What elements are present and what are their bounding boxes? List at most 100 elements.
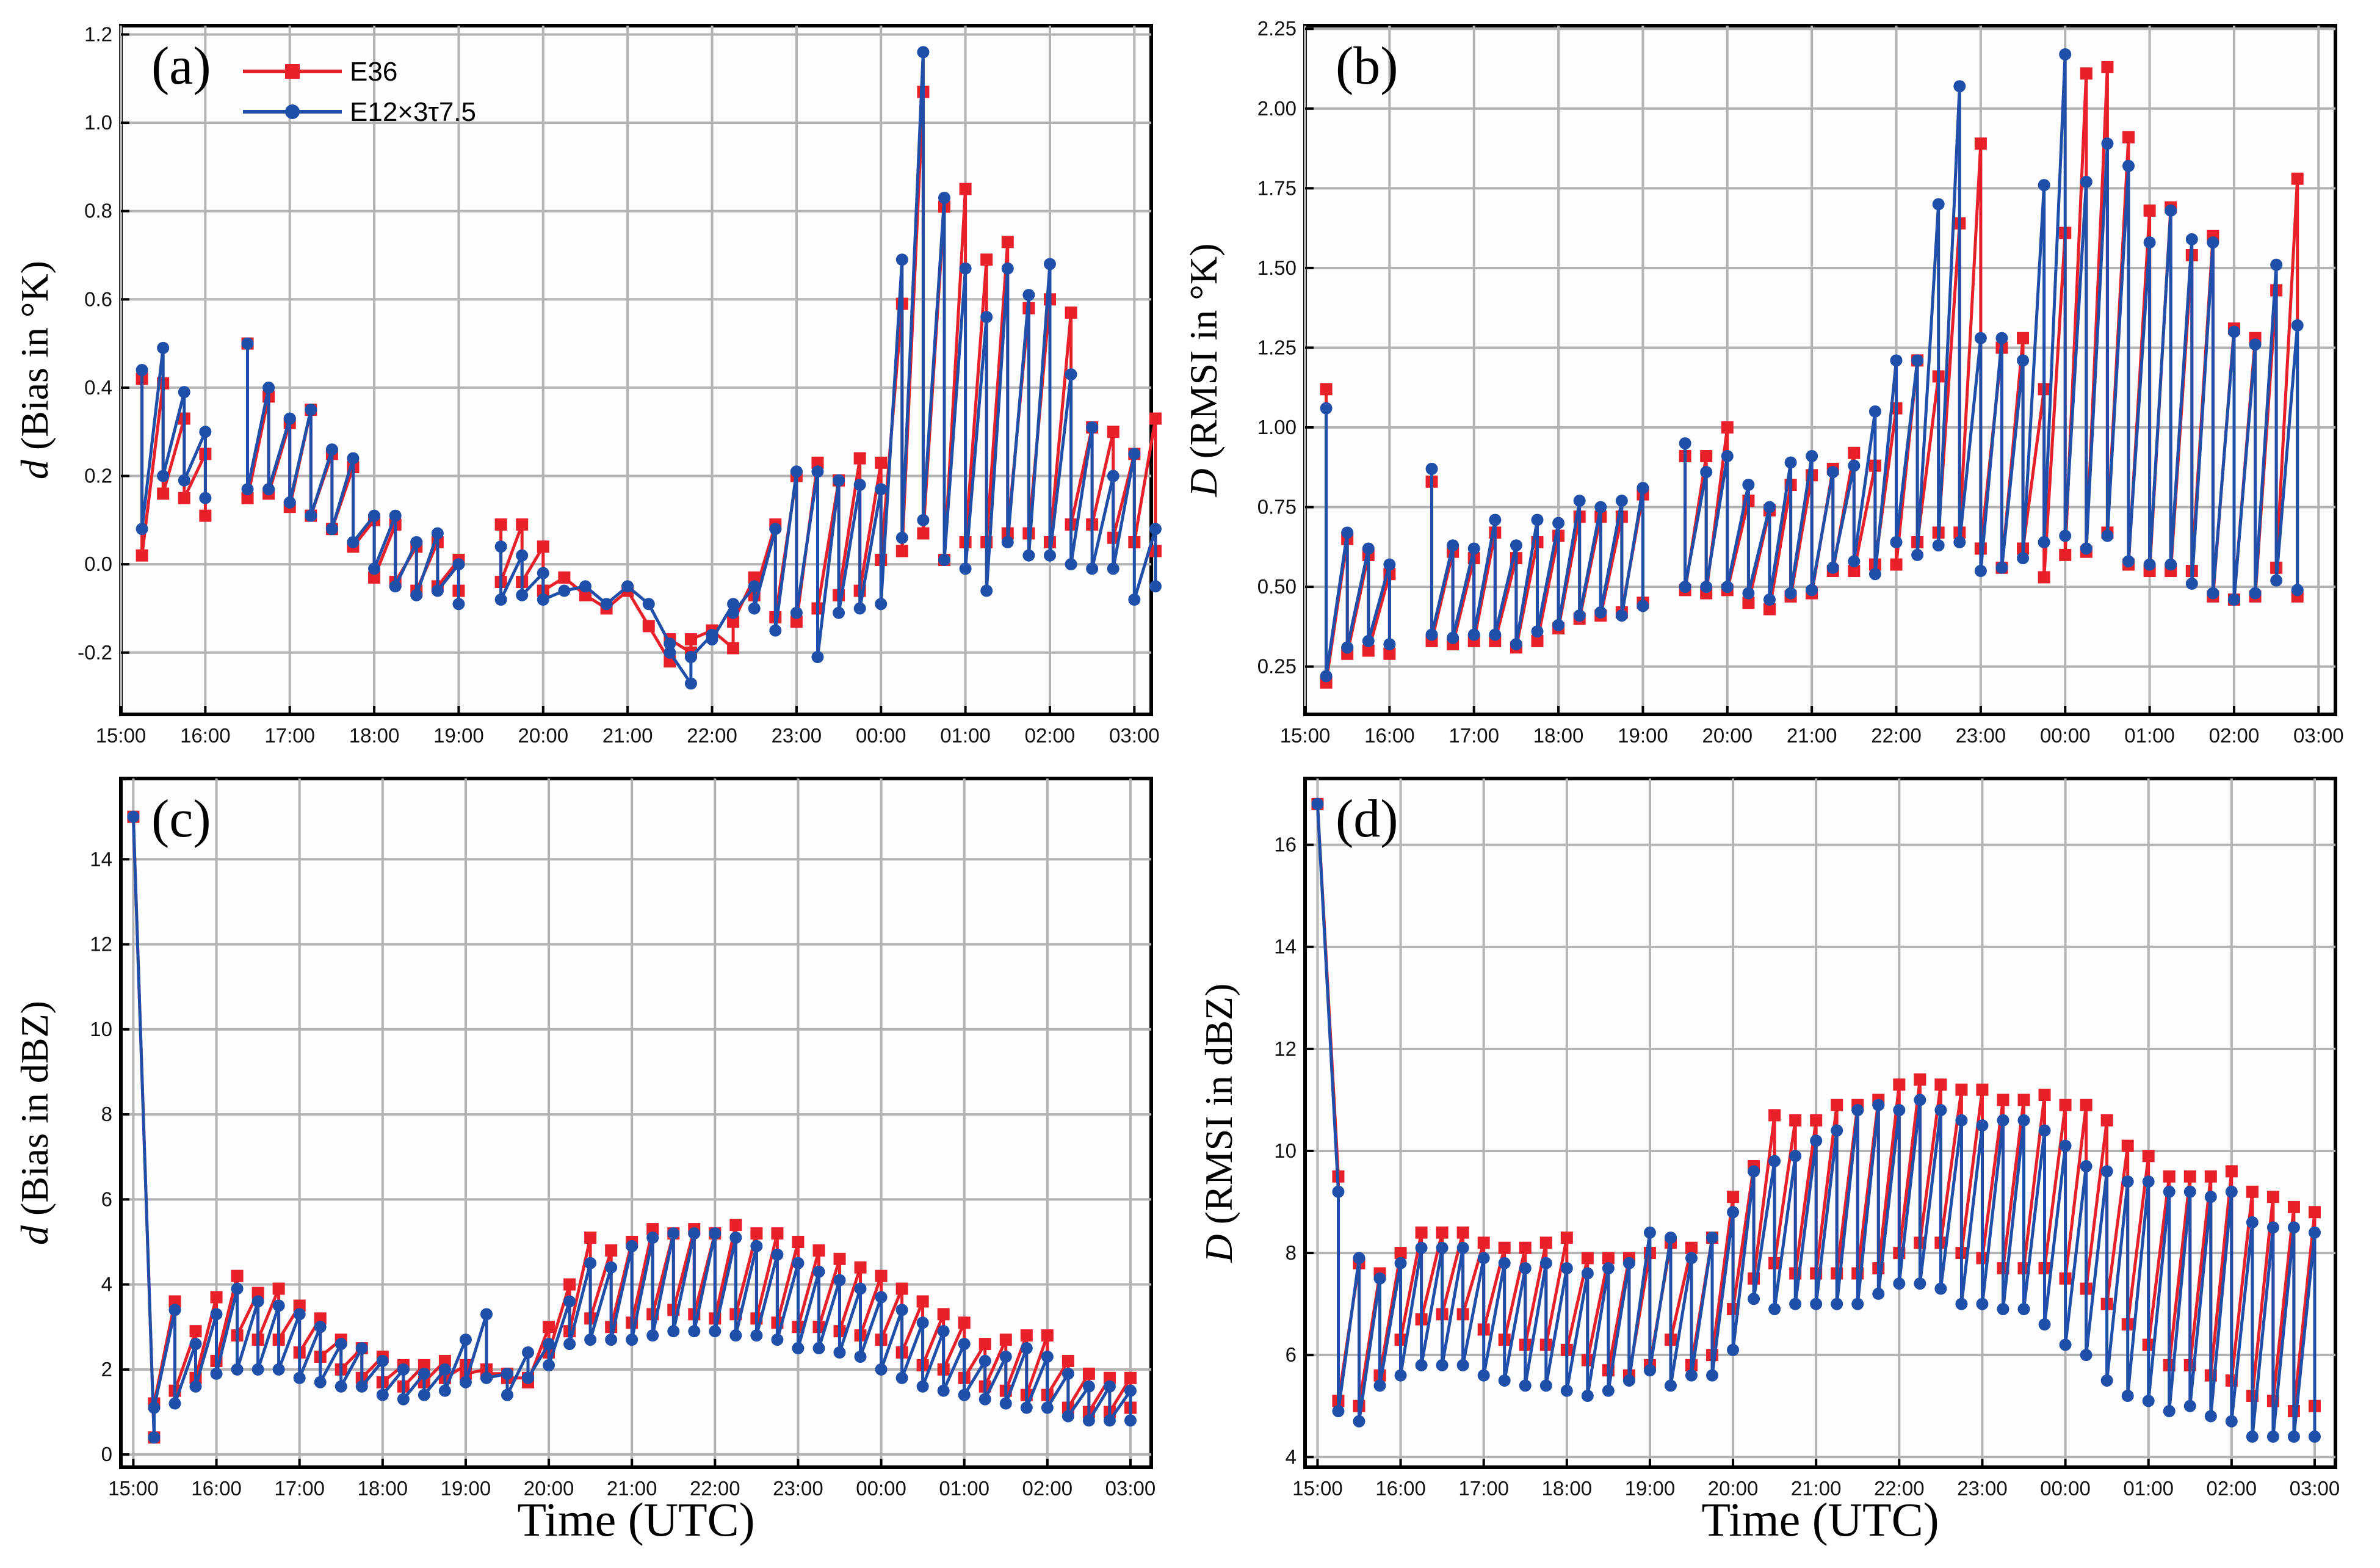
point-e36-b (1890, 558, 1903, 571)
point-e12-d (1643, 1364, 1656, 1377)
x-tick-label-d: 03:00 (2290, 1477, 2340, 1500)
point-e36-c (729, 1219, 742, 1232)
point-e12-c (999, 1350, 1012, 1363)
point-e12-d (2308, 1430, 2321, 1443)
x-axis-label-c: Time (UTC) (517, 1493, 754, 1546)
point-e12-b (1552, 619, 1565, 631)
point-e12-a (748, 580, 761, 593)
point-e36-b (2291, 172, 2304, 185)
point-e12-b (1763, 593, 1776, 606)
point-e12-a (579, 580, 591, 593)
point-e12-a (706, 633, 718, 646)
point-e12-b (1784, 587, 1797, 600)
point-e36-a (579, 589, 591, 601)
point-e12-b (2059, 48, 2072, 60)
point-e36-c (168, 1295, 181, 1308)
point-e12-d (1768, 1302, 1781, 1315)
point-e12-c (168, 1304, 181, 1316)
point-e12-c (210, 1367, 223, 1380)
point-e12-a (727, 606, 740, 619)
point-e12-b (1425, 462, 1438, 475)
point-e12-a (283, 412, 296, 425)
x-tick-label-b: 22:00 (1871, 724, 1922, 747)
y-axis-label-a: d (Bias in °K) (13, 261, 56, 479)
point-e12-b (2080, 175, 2092, 188)
point-e12-d (1727, 1343, 1740, 1356)
point-e36-d (2266, 1191, 2279, 1203)
point-e12-c (1062, 1367, 1074, 1380)
point-e12-d (2080, 1349, 2092, 1362)
point-e12-d (1332, 1185, 1345, 1198)
point-e12-a (959, 562, 972, 575)
point-e36-d (2080, 1098, 2092, 1111)
point-e12-c (584, 1257, 597, 1269)
point-e12-c (875, 1363, 888, 1376)
point-e36-b (1974, 137, 1987, 150)
point-e12-a (980, 311, 993, 324)
point-e12-b (1932, 539, 1945, 552)
point-e36-c (231, 1269, 244, 1282)
point-e12-a (1001, 536, 1014, 548)
point-e12-d (2183, 1399, 2196, 1412)
point-e36-b (2017, 332, 2030, 344)
point-e36-d (1768, 1109, 1781, 1122)
x-tick-label-c: 17:00 (274, 1477, 325, 1500)
point-e36-a (1065, 307, 1077, 319)
point-e12-c (251, 1295, 264, 1308)
point-e12-a (325, 443, 338, 456)
point-e12-b (2165, 558, 2177, 571)
point-e36-a (790, 615, 803, 628)
point-e12-a (410, 536, 423, 548)
point-e36-c (1103, 1371, 1116, 1384)
point-e12-d (1706, 1369, 1719, 1382)
point-e12-a (157, 341, 170, 354)
point-e12-a (305, 509, 317, 522)
point-e12-d (2080, 1160, 2092, 1173)
point-e36-d (2163, 1170, 2176, 1183)
point-e12-d (1748, 1165, 1760, 1178)
point-e36-a (980, 253, 993, 266)
point-e12-c (916, 1316, 929, 1329)
legend-label-e12: E12×3τ7.5 (350, 97, 476, 127)
y-tick-label-d: 14 (1274, 935, 1297, 958)
x-tick-label-c: 15:00 (108, 1477, 159, 1500)
point-e12-c (750, 1240, 763, 1252)
point-e12-a (199, 426, 212, 438)
point-e36-a (157, 487, 170, 500)
point-e36-d (1560, 1232, 1573, 1244)
point-e12-a (1043, 549, 1056, 562)
series-line-e12-b (1325, 53, 2299, 678)
point-e36-b (1763, 603, 1776, 615)
point-e36-d (1789, 1114, 1802, 1127)
point-e12-a (727, 598, 740, 611)
point-e12-c (355, 1342, 368, 1355)
point-e12-c (522, 1371, 535, 1384)
y-tick-label-c: 14 (90, 848, 112, 870)
x-tick-label-a: 01:00 (940, 724, 991, 747)
point-e12-a (938, 192, 951, 204)
point-e12-d (2266, 1221, 2279, 1234)
y-tick-label-d: 16 (1274, 833, 1297, 856)
point-e12-c (127, 810, 140, 823)
point-e12-d (1373, 1379, 1386, 1392)
legend-marker-e12 (285, 104, 300, 119)
point-e12-c (729, 1329, 742, 1342)
point-e12-b (2038, 179, 2050, 192)
point-e12-b (1615, 609, 1628, 622)
point-e12-b (1447, 631, 1459, 644)
x-tick-label-a: 15:00 (96, 724, 146, 747)
point-e12-c (314, 1376, 327, 1388)
point-e12-b (1573, 609, 1586, 622)
point-e36-d (1602, 1252, 1615, 1265)
point-e12-c (397, 1393, 410, 1406)
y-tick-label-c: 10 (90, 1018, 112, 1040)
point-e36-c (1041, 1329, 1054, 1342)
point-e12-c (854, 1350, 867, 1363)
point-e12-a (241, 483, 254, 496)
point-e12-c (210, 1308, 223, 1321)
point-e12-a (917, 514, 930, 526)
point-e12-b (1341, 526, 1354, 539)
point-e36-d (1934, 1078, 1947, 1091)
point-e12-a (262, 483, 275, 496)
legend: E36 E12×3τ7.5 (243, 57, 476, 127)
